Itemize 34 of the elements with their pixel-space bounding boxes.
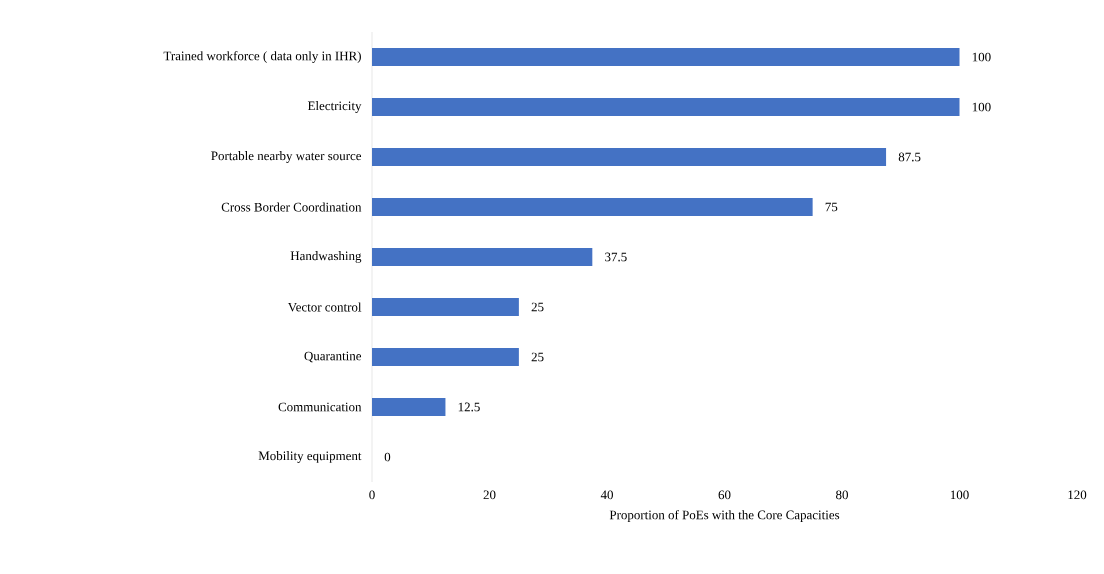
x-axis-title: Proportion of PoEs with the Core Capacities xyxy=(609,510,840,522)
y-tick-label: Handwashing xyxy=(290,251,362,263)
bar xyxy=(372,98,960,116)
bar xyxy=(372,48,960,66)
y-tick-label: Vector control xyxy=(287,302,362,312)
bar xyxy=(372,148,887,166)
y-tick-label: Electricity xyxy=(307,101,362,113)
bar xyxy=(372,397,446,416)
y-tick-label: Mobility equipment xyxy=(258,451,362,463)
data-label: 25 xyxy=(531,352,544,362)
x-tick-label: 80 xyxy=(836,490,848,500)
bar xyxy=(372,198,813,216)
bar xyxy=(372,248,593,266)
bar xyxy=(372,298,519,316)
data-label: 25 xyxy=(531,302,544,312)
data-label: 100 xyxy=(972,102,991,112)
x-tick-label: 60 xyxy=(718,490,731,500)
x-tick-label: 100 xyxy=(950,490,969,500)
x-tick-label: 0 xyxy=(369,490,375,500)
data-label: 37.5 xyxy=(605,252,627,262)
x-tick-label: 40 xyxy=(600,490,613,500)
data-label: 0 xyxy=(384,452,391,462)
bar xyxy=(372,347,519,366)
y-tick-label: Cross Border Coordination xyxy=(221,202,362,212)
y-tick-label: Quarantine xyxy=(304,351,362,363)
x-tick-label: 20 xyxy=(483,490,496,500)
y-tick-label: Portable nearby water source xyxy=(211,151,362,163)
x-tick-label: 120 xyxy=(1068,490,1087,500)
data-label: 75 xyxy=(825,202,838,212)
data-label: 12.5 xyxy=(458,402,480,412)
data-label: 87.5 xyxy=(898,152,921,162)
y-tick-label: Communication xyxy=(278,402,362,412)
data-label: 100 xyxy=(972,52,991,62)
y-tick-label: Trained workforce ( data only in IHR) xyxy=(163,51,361,63)
